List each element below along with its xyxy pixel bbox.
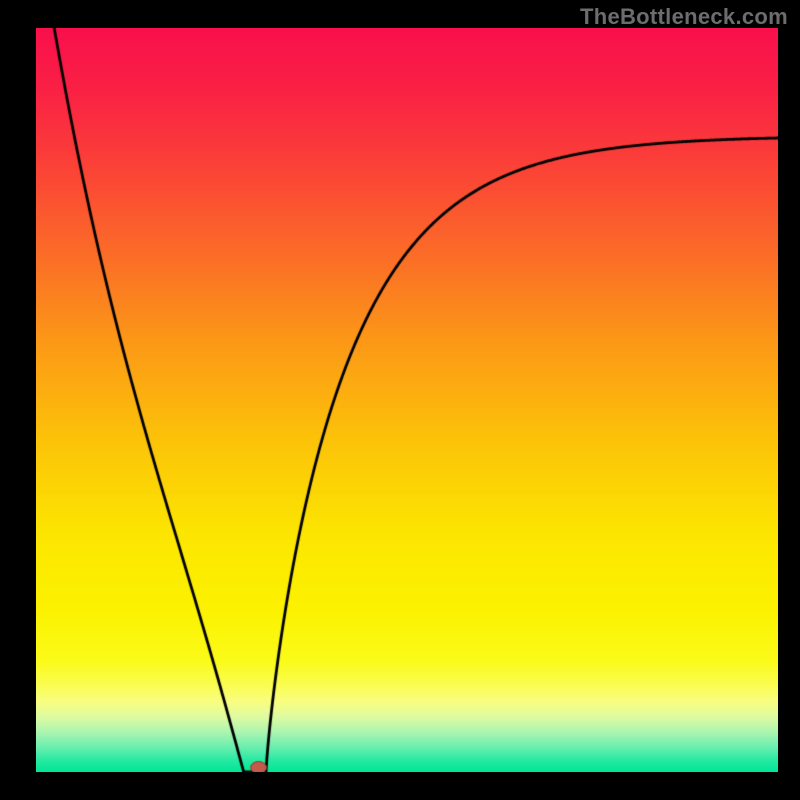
plot-area xyxy=(36,28,778,772)
chart-canvas xyxy=(36,28,778,772)
watermark-text: TheBottleneck.com xyxy=(580,4,788,30)
chart-container: TheBottleneck.com xyxy=(0,0,800,800)
